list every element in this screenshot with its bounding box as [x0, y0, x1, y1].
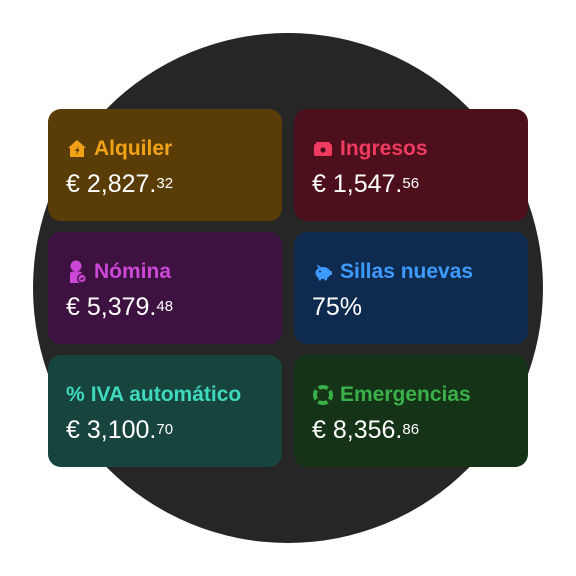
card-title-row: Alquiler [66, 135, 282, 163]
house-icon [66, 138, 88, 160]
card-nomina[interactable]: Nómina € 5,379.48 [48, 232, 282, 344]
value-cents: 56 [402, 175, 420, 192]
card-title-row: Sillas nuevas [312, 258, 528, 286]
card-value: € 3,100.70 [66, 415, 282, 445]
card-title: Nómina [94, 260, 172, 283]
value-cents: 70 [156, 421, 174, 438]
card-value: € 5,379.48 [66, 292, 282, 322]
value-main: 75% [312, 293, 363, 321]
card-title-row: Nómina [66, 258, 282, 286]
card-value: € 8,356.86 [312, 415, 528, 445]
person-badge-icon [66, 259, 88, 285]
card-title-row: Emergencias [312, 381, 528, 409]
value-cents: 86 [402, 421, 420, 438]
value-main: € 5,379. [66, 293, 157, 321]
percent-icon: % [66, 383, 85, 406]
value-main: € 8,356. [312, 416, 403, 444]
card-title: Sillas nuevas [340, 260, 474, 283]
card-title-row: % IVA automático [66, 381, 282, 409]
card-value: € 1,547.56 [312, 169, 528, 199]
card-alquiler[interactable]: Alquiler € 2,827.32 [48, 109, 282, 221]
card-ingresos[interactable]: Ingresos € 1,547.56 [294, 109, 528, 221]
card-value: 75% [312, 292, 528, 322]
card-sillas-nuevas[interactable]: Sillas nuevas 75% [294, 232, 528, 344]
card-emergencias[interactable]: Emergencias € 8,356.86 [294, 355, 528, 467]
cash-icon [312, 138, 334, 160]
value-main: € 1,547. [312, 170, 403, 198]
value-cents: 32 [156, 175, 174, 192]
piggy-bank-icon [312, 261, 334, 283]
value-cents: 48 [156, 298, 174, 315]
card-title: Emergencias [340, 383, 471, 406]
card-iva-automatico[interactable]: % IVA automático € 3,100.70 [48, 355, 282, 467]
card-title: Ingresos [340, 137, 428, 160]
value-main: € 2,827. [66, 170, 157, 198]
lifebuoy-icon [312, 384, 334, 406]
card-title: IVA automático [90, 383, 242, 406]
card-title: Alquiler [94, 137, 173, 160]
card-value: € 2,827.32 [66, 169, 282, 199]
value-main: € 3,100. [66, 416, 157, 444]
card-title-row: Ingresos [312, 135, 528, 163]
